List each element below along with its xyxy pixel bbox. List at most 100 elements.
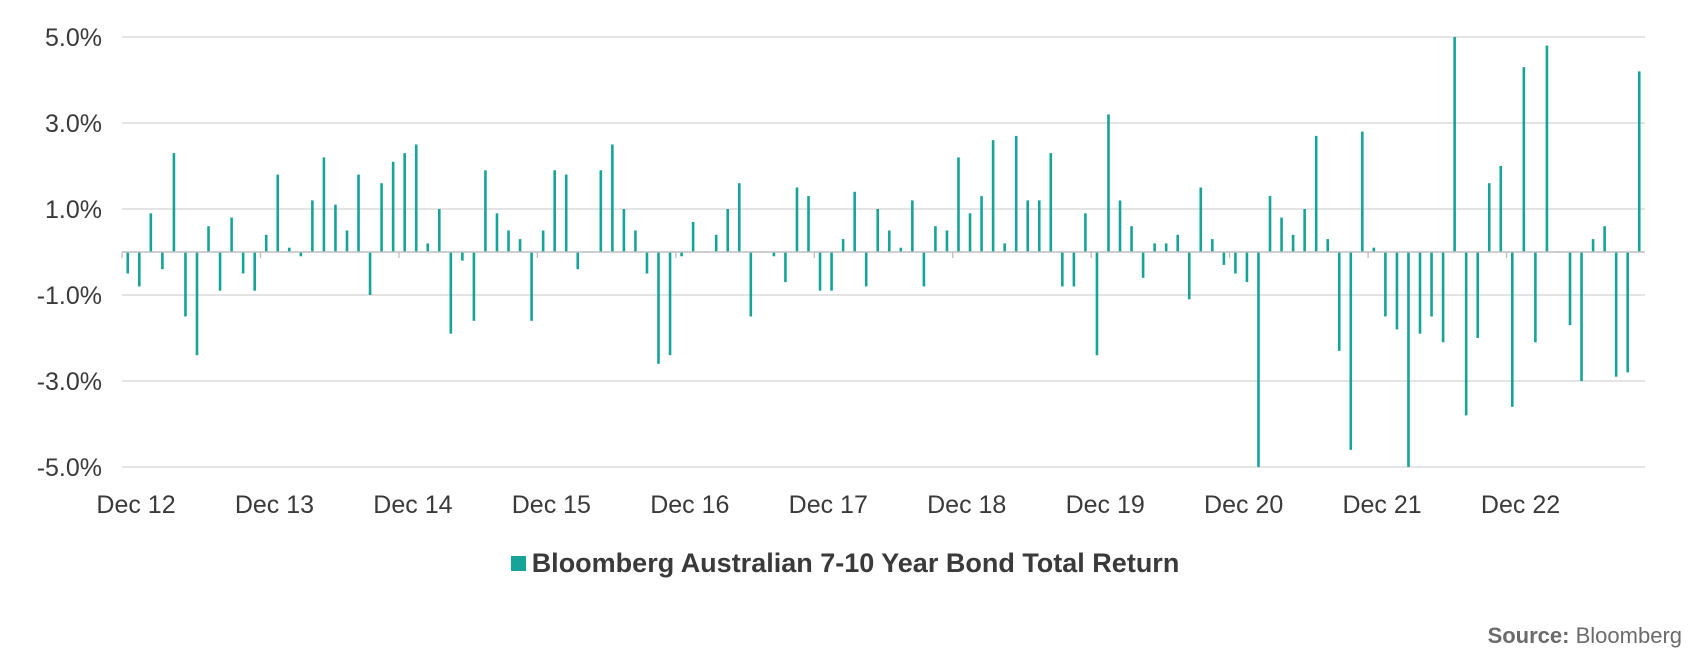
- x-tick-label: Dec 13: [235, 491, 314, 519]
- bar: [322, 157, 326, 252]
- bar: [184, 252, 187, 317]
- bar: [1568, 252, 1572, 326]
- bar: [1430, 252, 1433, 317]
- bar: [911, 200, 914, 252]
- y-tick-label: 1.0%: [45, 196, 102, 224]
- bar: [437, 209, 441, 252]
- x-tick-label: Dec 16: [650, 491, 729, 519]
- bar: [541, 230, 545, 252]
- x-tick-label: Dec 20: [1204, 491, 1283, 519]
- bar: [1176, 234, 1180, 252]
- bar: [957, 157, 960, 252]
- bar: [772, 252, 776, 257]
- bar: [1234, 252, 1237, 274]
- legend-swatch: [510, 556, 526, 571]
- bar: [138, 252, 141, 287]
- bar: [1222, 252, 1226, 265]
- bar: [126, 252, 130, 274]
- x-tick-label: Dec 18: [927, 491, 1006, 519]
- bar: [691, 221, 695, 252]
- bar: [195, 252, 199, 356]
- bar: [1614, 252, 1618, 377]
- bar: [1072, 252, 1076, 287]
- bar: [1049, 153, 1053, 252]
- x-tick-label: Dec 12: [96, 491, 175, 519]
- bar: [1118, 200, 1122, 252]
- bar: [414, 144, 418, 252]
- x-tick-label: Dec 22: [1481, 491, 1560, 519]
- bar: [553, 170, 556, 252]
- bar: [1211, 239, 1214, 252]
- bar: [495, 213, 499, 252]
- x-tick-label: Dec 17: [789, 491, 868, 519]
- x-tick-label: Dec 14: [373, 491, 452, 519]
- x-axis-tick-labels: Dec 12 Dec 13 Dec 14 Dec 15 Dec 16 Dec 17 Dec …: [96, 252, 1560, 519]
- bar: [876, 209, 880, 252]
- bar: [657, 252, 660, 364]
- bar: [1130, 226, 1133, 252]
- bar: [1464, 252, 1468, 416]
- bar: [1337, 252, 1341, 351]
- bar: [1384, 252, 1387, 317]
- y-tick-label: -1.0%: [37, 282, 102, 310]
- bar: [1003, 243, 1006, 252]
- bar: [1545, 45, 1549, 252]
- bar: [230, 217, 233, 252]
- bar: [507, 230, 510, 252]
- bar: [311, 200, 314, 252]
- bar: [218, 252, 222, 291]
- legend: Bloomberg Australian 7-10 Year Bond Tota…: [0, 548, 1690, 579]
- bar: [622, 209, 626, 252]
- bar: [887, 230, 891, 252]
- bar: [1349, 252, 1353, 450]
- bar: [530, 252, 533, 321]
- bar: [207, 226, 210, 252]
- bar: [968, 213, 972, 252]
- bar: [611, 144, 614, 252]
- y-tick-label: 5.0%: [45, 24, 102, 52]
- x-tick-label: Dec 15: [512, 491, 591, 519]
- gridlines: [122, 36, 1645, 468]
- bar: [345, 230, 349, 252]
- bar: [403, 153, 406, 252]
- bar: [1026, 200, 1030, 252]
- bar: [1141, 252, 1145, 278]
- bar: [645, 252, 649, 274]
- bar: [1476, 252, 1479, 338]
- bar: [149, 213, 153, 252]
- bar: [1580, 252, 1583, 381]
- bar: [241, 252, 245, 274]
- bar: [518, 239, 522, 252]
- bar: [1037, 200, 1041, 252]
- bar: [368, 252, 372, 295]
- bar: [1522, 67, 1526, 252]
- bar: [1280, 217, 1283, 252]
- bar: [830, 252, 833, 291]
- bar: [1361, 131, 1364, 252]
- bar: [484, 170, 487, 252]
- bar: [1626, 252, 1629, 373]
- bar: [1084, 213, 1087, 252]
- bar: [334, 204, 337, 252]
- bar: [1418, 252, 1422, 334]
- source-note: Source: Bloomberg: [1488, 623, 1682, 649]
- bar: [1395, 252, 1399, 330]
- bar: [461, 252, 464, 261]
- bar: [161, 252, 164, 270]
- bar: [668, 252, 672, 356]
- bar: [634, 230, 637, 252]
- x-tick-label: Dec 19: [1066, 491, 1145, 519]
- bar: [749, 252, 753, 317]
- bar: [599, 170, 603, 252]
- bar: [1314, 135, 1318, 252]
- bar: [1245, 252, 1249, 283]
- y-tick-label: -5.0%: [37, 454, 102, 482]
- bar: [1187, 252, 1191, 300]
- bar: [795, 187, 799, 252]
- bar: [680, 252, 683, 257]
- bar: [1591, 239, 1595, 252]
- bar: [945, 230, 949, 252]
- bar: [841, 239, 845, 252]
- bar: [1326, 239, 1330, 252]
- bar: [1487, 183, 1491, 252]
